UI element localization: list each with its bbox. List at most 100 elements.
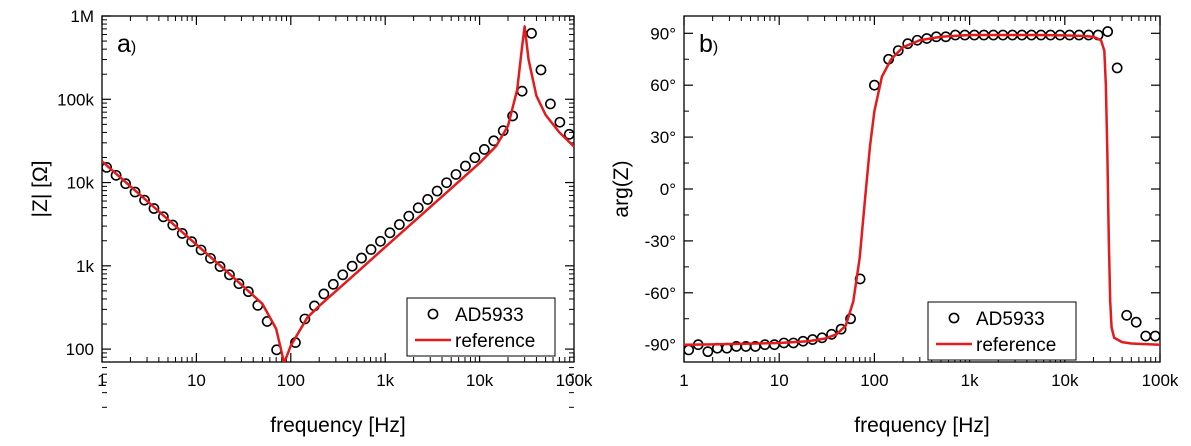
legend: AD5933 reference [927, 301, 1077, 361]
data-point [224, 269, 235, 281]
chart-panel-b: 1 10 100 1k 10k 100k -90° -60° -30° 0° 30° 60° 90° fr… [610, 15, 1179, 437]
y-tick-label: 1k [76, 257, 94, 276]
data-point [242, 286, 254, 298]
data-point [431, 185, 443, 197]
series-ad5933 [102, 27, 574, 356]
data-point [554, 116, 566, 128]
y-tick-label: 100 [66, 340, 94, 359]
data-point [167, 219, 179, 231]
x-tick-label: 100 [277, 371, 305, 390]
x-axis-title: frequency [Hz] [854, 414, 989, 437]
legend: AD5933 reference [406, 297, 556, 357]
data-point [869, 79, 880, 91]
data-point [702, 346, 714, 358]
x-tick-label: 1k [376, 371, 394, 390]
x-tick-label: 10k [1051, 371, 1079, 390]
data-point [1140, 330, 1152, 342]
data-point [535, 64, 547, 76]
data-point [403, 210, 415, 222]
y-tick-label: 100k [57, 90, 94, 109]
y-axis: -90° -60° -30° 0° 30° 60° 90° [645, 24, 1160, 355]
data-point [759, 339, 771, 351]
legend-label: AD5933 [455, 305, 524, 326]
legend-marker-swatch [948, 312, 960, 324]
reference-line [684, 33, 1160, 346]
data-point [1149, 330, 1160, 342]
data-point [460, 160, 471, 172]
legend-label: reference [455, 331, 535, 352]
data-point [327, 278, 339, 290]
data-point [157, 211, 169, 223]
data-point [684, 344, 695, 356]
y-tick-label: -30° [645, 232, 676, 251]
data-point [129, 186, 141, 198]
data-point [139, 194, 150, 206]
y-tick-label: 0° [660, 180, 676, 199]
data-point [186, 236, 198, 248]
series-reference [102, 25, 574, 362]
x-tick-label: 100k [556, 371, 593, 390]
reference-line [102, 25, 574, 362]
data-point [450, 169, 462, 180]
data-point [835, 323, 847, 335]
x-tick-label: 1 [679, 371, 688, 390]
data-point [384, 227, 396, 239]
series-ad5933 [684, 26, 1160, 358]
y-tick-label: 1M [70, 7, 94, 26]
data-point [346, 260, 358, 272]
data-point [356, 252, 367, 264]
data-point [422, 194, 434, 205]
legend-label: AD5933 [976, 309, 1045, 330]
data-point [1102, 26, 1114, 37]
data-point [120, 178, 132, 190]
data-point [1130, 316, 1142, 328]
x-axis: 1 10 100 1k 10k 100k [97, 16, 593, 390]
x-axis-title: frequency [Hz] [270, 414, 405, 437]
data-point [1111, 62, 1123, 74]
chart-panel-a: 1 10 100 1k 10k 100k 100 1k 10k 100k 1M frequency [… [29, 7, 593, 437]
x-tick-label: 100k [1142, 371, 1179, 390]
data-point [102, 162, 113, 173]
x-tick-label: 10 [187, 371, 206, 390]
data-point [214, 261, 226, 272]
y-tick-label: -60° [645, 284, 676, 303]
legend-box [406, 297, 556, 357]
data-point [526, 27, 537, 39]
data-point [469, 152, 481, 164]
y-tick-label: 60° [650, 76, 676, 95]
x-tick-label: 1 [97, 371, 106, 390]
data-point [441, 177, 452, 189]
panel-label-letter: a [117, 30, 131, 58]
y-tick-label: 30° [650, 128, 676, 147]
data-point [337, 269, 349, 281]
data-point [563, 128, 574, 140]
data-point [110, 169, 122, 181]
legend-marker-swatch [427, 308, 439, 320]
y-axis: 100 1k 10k 100k 1M [57, 7, 574, 408]
data-point [195, 244, 207, 256]
x-tick-label: 1k [961, 371, 979, 390]
panel-label: a) [117, 30, 136, 58]
data-point [544, 98, 556, 110]
panel-label-letter: b [699, 30, 713, 58]
data-point [478, 144, 490, 155]
y-axis-title: |Z| [Ω] [29, 161, 52, 218]
data-point [205, 252, 216, 264]
legend-label: reference [976, 335, 1056, 356]
data-point [375, 235, 386, 247]
y-tick-label: -90° [645, 336, 676, 355]
x-axis: 1 10 100 1k 10k 100k [679, 16, 1179, 390]
data-point [412, 202, 424, 214]
y-tick-label: 90° [650, 24, 676, 43]
data-point [148, 203, 160, 214]
legend-box [927, 301, 1077, 361]
data-point [516, 85, 528, 97]
data-point [176, 228, 188, 239]
data-point [233, 278, 245, 290]
plot-frame [101, 15, 575, 363]
data-point [365, 244, 377, 255]
y-axis-title: arg(Z) [610, 160, 633, 217]
x-tick-label: 10 [770, 371, 789, 390]
